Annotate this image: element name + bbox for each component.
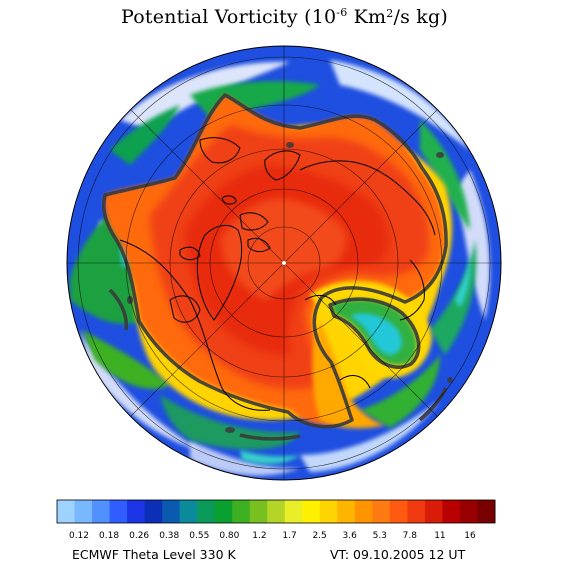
colorbar-tick-label: 0.26 <box>129 531 150 541</box>
colorbar <box>56 499 496 524</box>
pv-contour-blobs <box>127 142 453 433</box>
footer-valid-time: VT: 09.10.2005 12 UT <box>330 547 466 562</box>
colorbar-tick-label: 16 <box>464 531 476 541</box>
colorbar-swatch <box>302 500 321 523</box>
colorbar-tick-label: 1.7 <box>282 531 297 541</box>
colorbar-tick-label: 5.3 <box>372 531 387 541</box>
colorbar-tick-label: 0.55 <box>189 531 210 541</box>
colorbar-swatch <box>214 500 233 523</box>
colorbar-swatch <box>267 500 286 523</box>
colorbar-swatch <box>459 500 478 523</box>
colorbar-tick-label: 0.18 <box>99 531 120 541</box>
pv-polar-core <box>104 95 446 425</box>
colorbar-swatch <box>162 500 181 523</box>
colorbar-tick-label: 2.5 <box>312 531 327 541</box>
pv-trough-intrusion <box>310 281 432 429</box>
colorbar-swatch <box>197 500 216 523</box>
colorbar-tick-label: 11 <box>434 531 446 541</box>
colorbar-swatch <box>74 500 93 523</box>
title-exponent: -6 <box>336 6 348 19</box>
colorbar-swatch <box>144 500 163 523</box>
colorbar-tick-label: 1.2 <box>252 531 267 541</box>
footer-level-label: ECMWF Theta Level 330 K <box>72 547 236 562</box>
colorbar-swatch <box>442 500 461 523</box>
colorbar-frame <box>56 499 496 524</box>
colorbar-swatch <box>249 500 268 523</box>
colorbar-swatch <box>337 500 356 523</box>
title-units-tail: /s kg) <box>393 6 448 28</box>
colorbar-swatch <box>232 500 251 523</box>
colorbar-swatch <box>389 500 408 523</box>
colorbar-tick-label: 0.80 <box>219 531 240 541</box>
colorbar-tick-label: 0.12 <box>68 531 90 541</box>
figure-title: Potential Vorticity (10-6 Km2/s kg) <box>0 6 569 28</box>
colorbar-swatch <box>284 500 303 523</box>
pv-contour-lines <box>102 93 448 441</box>
colorbar-swatch <box>354 500 373 523</box>
colorbar-swatch <box>109 500 128 523</box>
colorbar-swatch <box>407 500 426 523</box>
colorbar-swatch <box>319 500 338 523</box>
map-disk <box>67 46 501 480</box>
colorbar-swatch <box>92 500 110 523</box>
title-units-square: 2 <box>386 7 394 20</box>
north-pole-marker <box>282 261 286 265</box>
colorbar-tick-label: 7.8 <box>402 531 417 541</box>
colorbar-swatch <box>477 500 496 523</box>
colorbar-tick-label: 3.6 <box>342 531 357 541</box>
title-units: Km <box>347 6 387 28</box>
colorbar-swatch <box>424 500 443 523</box>
colorbar-swatch <box>127 500 145 523</box>
colorbar-tick-label: 0.38 <box>159 531 180 541</box>
colorbar-swatches <box>57 500 496 523</box>
map-disk-outline <box>66 45 502 481</box>
title-text: Potential Vorticity (10 <box>121 6 337 28</box>
colorbar-swatch <box>57 500 75 523</box>
colorbar-swatch <box>179 500 198 523</box>
colorbar-swatch <box>372 500 391 523</box>
coastlines <box>119 137 436 411</box>
